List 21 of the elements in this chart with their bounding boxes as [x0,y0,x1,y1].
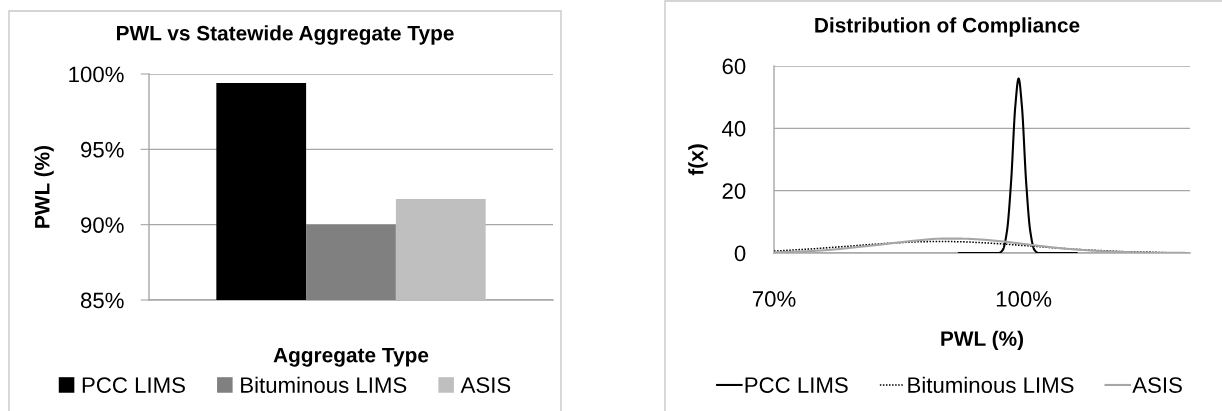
y-tick-label: 95% [81,141,124,158]
x-tick-label: 70% [752,291,796,307]
legend-label: ASIS [460,377,511,393]
y-tick-label: 90% [81,217,124,233]
legend-label: Bituminous LIMS [908,376,1074,393]
y-tick-label: 0 [734,245,746,262]
legend-label: Bituminous LIMS [241,376,407,393]
legend-label: ASIS [1132,377,1182,393]
y-axis-title: f(x) [688,144,708,176]
chart-title: PWL vs Statewide Aggregate Type [116,25,454,45]
x-axis-title: PWL (%) [941,330,1024,351]
y-tick-label: 60 [722,58,746,75]
y-tick-label: 100% [69,66,124,83]
y-tick-label: 20 [722,183,746,199]
y-tick-label: 85% [80,292,124,309]
y-tick-label: 40 [722,120,746,137]
x-axis-title: Aggregate Type [273,347,429,367]
chart-title: Distribution of Compliance [815,17,1080,37]
legend-label: PCC LIMS [82,377,185,393]
legend-label: PCC LIMS [745,377,848,393]
y-axis-title: PWL (%) [34,145,54,228]
